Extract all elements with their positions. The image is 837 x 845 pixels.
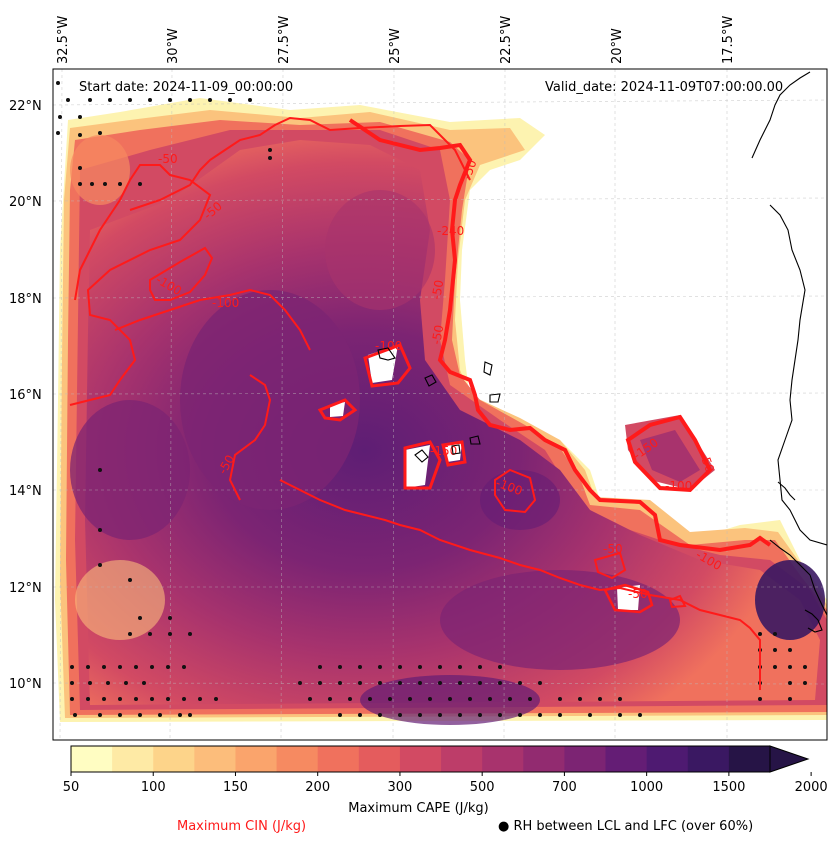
coastline (377, 71, 827, 633)
start-date: Start date: 2024-11-09_00:00:00 (79, 80, 293, 95)
colorbar-swatch (523, 746, 565, 772)
valid-date: Valid_date: 2024-11-09T07:00:00.00 (545, 80, 783, 95)
cin-label: -50 (697, 451, 717, 474)
colorbar-swatch (194, 746, 236, 772)
colorbar-swatch (399, 746, 442, 772)
colorbar-swatch (482, 746, 524, 772)
lat-label: 10°N (9, 677, 42, 692)
lon-label: 27.5°W (277, 16, 292, 64)
colorbar-tick-label: 1500 (712, 780, 745, 795)
rh-legend-label: RH between LCL and LFC (over 60%) (513, 819, 754, 834)
colorbar-swatch (564, 746, 607, 772)
lat-label: 20°N (9, 195, 42, 210)
colorbar-swatch (728, 746, 771, 772)
cin-label: -100 (375, 339, 402, 353)
colorbar-swatch (687, 746, 730, 772)
rh-dot-icon: ● (498, 819, 510, 834)
colorbar-tick-label: 500 (470, 780, 495, 795)
cape-field (55, 98, 827, 725)
rh-dot-band-bottom (70, 468, 807, 717)
lon-label: 20°W (610, 28, 625, 64)
colorbar-swatch (276, 746, 319, 772)
cin-label: -50 (460, 158, 480, 181)
colorbar-swatch (358, 746, 401, 772)
lat-labels: 22°N 20°N 18°N 16°N 14°N 12°N 10°N (9, 99, 42, 692)
cin-contours (69, 116, 772, 690)
cin-label: -100 (212, 296, 239, 310)
colorbar-tick-label: 300 (388, 780, 413, 795)
colorbar-extend-arrow (769, 745, 810, 773)
cin-label: -50 (603, 542, 623, 556)
lat-label: 12°N (9, 581, 42, 596)
lat-label: 14°N (9, 484, 42, 499)
cape-colorbar-ticks: 50 100 150 200 300 500 700 1000 1500 2000 (63, 772, 828, 795)
cin-label: -100 (665, 479, 692, 493)
colorbar-swatch (317, 746, 360, 772)
lon-label: 25°W (388, 28, 403, 64)
cin-label: -50 (429, 279, 446, 301)
rh-dot-row-top (56, 81, 272, 186)
colorbar-swatch (71, 746, 113, 772)
lon-label: 17.5°W (721, 16, 736, 64)
colorbar-swatch (646, 746, 689, 772)
colorbar-swatch (112, 746, 154, 772)
colorbar-tick-label: 1000 (630, 780, 663, 795)
lon-labels: 32.5°W 30°W 27.5°W 25°W 22.5°W 20°W 17.5… (56, 16, 736, 64)
lat-label: 18°N (9, 292, 42, 307)
lat-label: 22°N (9, 99, 42, 114)
rh-legend: ● RH between LCL and LFC (over 60%) (498, 819, 753, 834)
lon-label: 30°W (166, 28, 181, 64)
cin-legend: Maximum CIN (J/kg) (177, 819, 307, 834)
cin-label: -50 (628, 587, 648, 601)
colorbar-swatch (235, 746, 278, 772)
colorbar-border (70, 745, 771, 773)
map-border (52, 68, 828, 741)
colorbar-tick-label: 100 (141, 780, 166, 795)
colorbar-swatch (153, 746, 195, 772)
colorbar-tick-label: 200 (305, 780, 330, 795)
cin-label: -50 (429, 324, 446, 346)
colorbar-tick-label: 150 (223, 780, 248, 795)
lon-label: 32.5°W (56, 16, 71, 64)
colorbar-swatch (441, 746, 483, 772)
gridlines (52, 68, 828, 741)
colorbar-title: Maximum CAPE (J/kg) (348, 801, 489, 816)
colorbar-tick-label: 2000 (795, 780, 828, 795)
colorbar-tick-label: 700 (552, 780, 577, 795)
cin-label: -240 (437, 224, 464, 238)
colorbar-tick-label: 50 (63, 780, 80, 795)
lat-label: 16°N (9, 388, 42, 403)
lon-label: 22.5°W (499, 16, 514, 64)
cin-label: -150 (430, 444, 457, 458)
cin-labels: -50 -50 -100 -100 -240 -50 -50 -100 -150… (154, 152, 725, 601)
cape-colorbar (70, 745, 810, 773)
rh-dots (56, 81, 807, 717)
cin-label: -50 (158, 152, 178, 166)
colorbar-swatch (605, 746, 648, 772)
